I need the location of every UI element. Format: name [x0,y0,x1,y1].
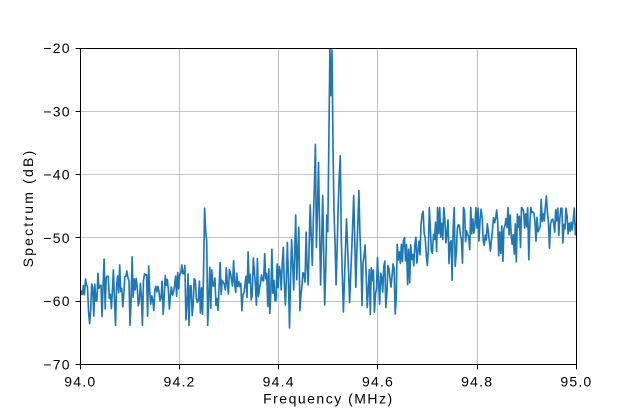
svg-text:94.4: 94.4 [263,373,295,389]
svg-text:−60: −60 [43,293,70,309]
svg-text:−20: −20 [43,40,70,56]
svg-text:94.6: 94.6 [362,373,394,389]
svg-text:94.8: 94.8 [461,373,493,389]
svg-text:−50: −50 [43,230,70,246]
svg-text:−40: −40 [43,167,70,183]
svg-text:94.0: 94.0 [64,373,96,389]
svg-text:94.2: 94.2 [163,373,195,389]
svg-text:−30: −30 [43,103,70,119]
svg-text:95.0: 95.0 [560,373,592,389]
svg-text:Spectrum (dB): Spectrum (dB) [20,149,36,268]
svg-text:Frequency (MHz): Frequency (MHz) [263,391,394,407]
svg-text:−70: −70 [43,357,70,373]
